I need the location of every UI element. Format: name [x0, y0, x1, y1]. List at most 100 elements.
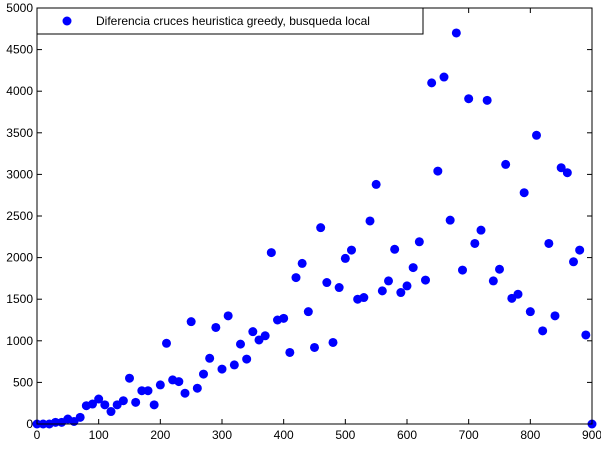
data-point — [285, 347, 295, 357]
legend-marker — [62, 16, 72, 26]
data-point — [538, 326, 548, 336]
x-tick-label: 0 — [34, 428, 41, 442]
data-point — [174, 377, 184, 387]
data-point — [100, 400, 110, 410]
data-point — [476, 225, 486, 235]
legend-box — [36, 7, 424, 35]
data-point — [137, 386, 147, 396]
data-point — [266, 248, 276, 258]
data-point — [297, 258, 307, 268]
x-tick-label: 600 — [397, 428, 417, 442]
data-point — [390, 244, 400, 254]
x-tick-label: 800 — [520, 428, 540, 442]
data-point — [279, 313, 289, 323]
y-tick-label: 3500 — [6, 126, 33, 140]
y-tick-label: 1500 — [6, 292, 33, 306]
data-point — [569, 257, 578, 267]
data-point — [384, 276, 393, 286]
data-point — [211, 322, 221, 332]
data-point — [180, 388, 190, 398]
data-point — [236, 339, 245, 349]
data-point — [192, 383, 202, 393]
data-point — [186, 317, 196, 327]
data-point — [88, 399, 97, 409]
x-tick-label: 300 — [212, 428, 232, 442]
data-point — [242, 354, 252, 364]
data-point — [223, 311, 233, 321]
x-tick-label: 400 — [274, 428, 294, 442]
data-point — [581, 330, 591, 340]
data-point — [371, 179, 381, 189]
data-point — [149, 400, 159, 410]
data-point — [205, 353, 215, 363]
x-tick-label: 500 — [335, 428, 355, 442]
data-point — [155, 380, 165, 390]
x-axis: 0 100 200 300 400 500 600 700 800 900 — [34, 8, 601, 442]
data-point — [550, 311, 560, 321]
data-point — [464, 94, 474, 104]
data-point — [322, 278, 332, 288]
data-point — [402, 281, 412, 291]
y-tick-label: 4000 — [6, 84, 33, 98]
y-tick-label: 0 — [26, 417, 33, 431]
data-point — [260, 331, 270, 341]
data-point — [421, 275, 430, 285]
data-point — [439, 72, 449, 82]
data-point — [445, 215, 455, 225]
data-point — [303, 307, 313, 317]
data-point — [470, 238, 480, 248]
data-point — [519, 188, 529, 198]
data-point — [562, 168, 572, 178]
data-points — [32, 28, 597, 429]
data-point — [162, 338, 171, 348]
data-point — [433, 166, 443, 176]
data-point — [334, 283, 344, 293]
data-point — [427, 78, 437, 88]
data-point — [340, 253, 350, 263]
data-point — [143, 386, 153, 396]
data-point — [118, 396, 128, 406]
data-point — [316, 223, 326, 233]
data-point — [458, 265, 467, 275]
data-point — [51, 417, 60, 427]
plot-background — [37, 8, 592, 424]
data-point — [131, 397, 141, 407]
legend: Diferencia cruces heuristica greedy, bus… — [36, 7, 424, 35]
y-tick-label: 4500 — [6, 43, 33, 57]
data-point — [291, 273, 301, 283]
data-point — [396, 288, 406, 298]
data-point — [495, 264, 504, 274]
y-tick-label: 1000 — [6, 334, 33, 348]
data-point — [310, 342, 319, 352]
data-point — [75, 412, 85, 422]
x-tick-label: 900 — [582, 428, 601, 442]
legend-label: Diferencia cruces heuristica greedy, bus… — [96, 14, 370, 28]
data-point — [199, 369, 208, 379]
data-point — [106, 407, 116, 417]
data-point — [328, 337, 338, 347]
data-point — [248, 327, 258, 337]
data-point — [229, 360, 239, 370]
data-point — [408, 263, 418, 273]
data-point — [125, 373, 134, 383]
data-point — [556, 163, 566, 173]
y-tick-label: 5000 — [6, 1, 33, 15]
data-point — [217, 364, 227, 374]
data-point — [488, 276, 498, 286]
data-point — [414, 237, 424, 247]
y-tick-label: 2500 — [6, 209, 33, 223]
y-axis: 0 500 1000 1500 2000 2500 3000 3500 4000 4500 5000 — [6, 1, 592, 431]
data-point — [482, 95, 492, 105]
data-point — [451, 28, 461, 38]
x-tick-label: 100 — [89, 428, 109, 442]
data-point — [94, 394, 104, 404]
data-point — [525, 307, 535, 317]
y-tick-label: 500 — [13, 375, 33, 389]
data-point — [501, 159, 511, 169]
y-tick-label: 2000 — [6, 251, 33, 265]
x-tick-label: 200 — [150, 428, 170, 442]
data-point — [532, 130, 541, 140]
data-point — [377, 286, 387, 296]
